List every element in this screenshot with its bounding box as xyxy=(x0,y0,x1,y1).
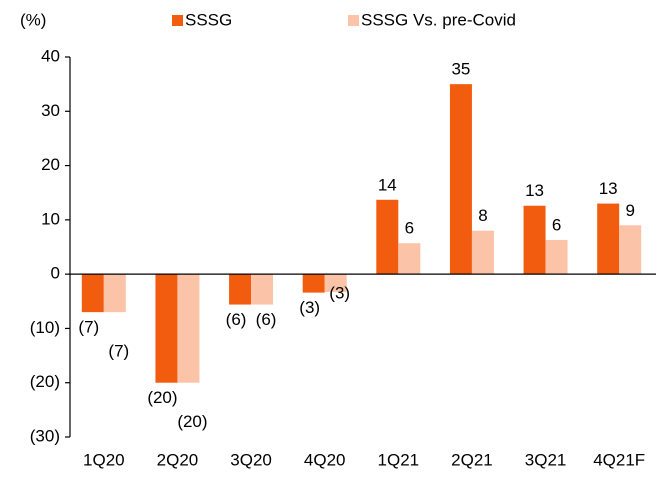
x-tick-label: 2Q21 xyxy=(451,450,493,469)
bar xyxy=(324,274,347,293)
bar xyxy=(302,274,325,293)
y-tick-label: (10) xyxy=(30,318,60,337)
bar xyxy=(619,225,642,275)
bar xyxy=(523,205,546,275)
value-label: (20) xyxy=(177,412,207,431)
y-tick-label: (30) xyxy=(30,426,60,445)
value-label: (20) xyxy=(147,388,177,407)
x-tick-label: 1Q20 xyxy=(83,450,125,469)
y-tick-label: 10 xyxy=(41,209,60,228)
value-label: (6) xyxy=(256,310,277,329)
legend-swatch xyxy=(172,15,183,26)
bar xyxy=(229,274,252,305)
bar xyxy=(545,239,568,275)
legend-label: SSSG xyxy=(185,10,232,29)
y-tick-label: 40 xyxy=(41,46,60,65)
bar xyxy=(449,84,472,275)
x-tick-label: 2Q20 xyxy=(157,450,199,469)
y-tick-label: 20 xyxy=(41,155,60,174)
value-label: 8 xyxy=(478,206,487,225)
value-label: (7) xyxy=(108,342,129,361)
value-label: 9 xyxy=(625,201,634,220)
bar xyxy=(155,274,178,383)
x-tick-label: 1Q21 xyxy=(378,450,420,469)
bar xyxy=(103,274,126,313)
value-label: (7) xyxy=(78,318,99,337)
value-label: 6 xyxy=(552,215,561,234)
value-label: (3) xyxy=(299,298,320,317)
x-tick-label: 4Q20 xyxy=(304,450,346,469)
x-tick-label: 4Q21F xyxy=(593,450,645,469)
bar xyxy=(398,243,421,275)
bar xyxy=(177,274,200,383)
bar xyxy=(81,274,104,313)
bar xyxy=(597,203,620,275)
legend-swatch xyxy=(348,15,359,26)
value-label: (3) xyxy=(329,284,350,303)
y-tick-label: (20) xyxy=(30,372,60,391)
value-label: 13 xyxy=(599,179,618,198)
y-tick-label: 30 xyxy=(41,101,60,120)
value-label: (6) xyxy=(226,310,247,329)
value-label: 6 xyxy=(405,219,414,238)
bar xyxy=(376,199,399,275)
value-label: 35 xyxy=(451,60,470,79)
legend-label: SSSG Vs. pre-Covid xyxy=(361,10,516,29)
bar xyxy=(471,230,494,275)
x-tick-label: 3Q20 xyxy=(230,450,272,469)
y-axis-label: (%) xyxy=(20,10,46,29)
bar xyxy=(251,274,274,305)
y-tick-label: 0 xyxy=(51,264,60,283)
value-label: 14 xyxy=(378,175,397,194)
value-label: 13 xyxy=(525,181,544,200)
x-tick-label: 3Q21 xyxy=(525,450,567,469)
